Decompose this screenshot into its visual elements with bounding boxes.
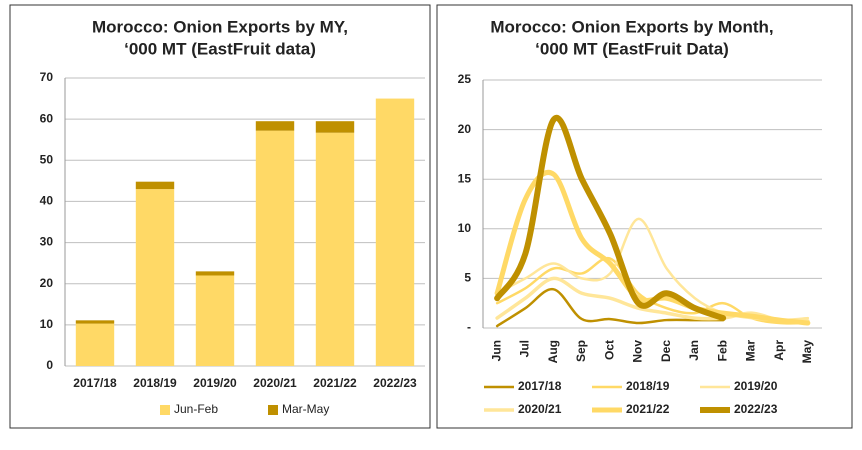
x-tick-label: Jun [489, 340, 503, 361]
bar-segment [75, 323, 115, 366]
bar-segment [75, 320, 115, 324]
x-tick-label: Aug [546, 340, 560, 363]
legend-label: 2019/20 [734, 379, 778, 393]
legend-label: 2017/18 [518, 379, 562, 393]
x-tick-label: 2021/22 [313, 376, 357, 390]
chart-title: ‘000 MT (EastFruit Data) [535, 39, 729, 58]
y-tick-label: 30 [40, 235, 54, 249]
y-tick-label: 15 [458, 171, 472, 185]
chart-title: Morocco: Onion Exports by Month, [490, 17, 773, 36]
legend-label: 2022/23 [734, 402, 778, 416]
legend-label: Mar-May [282, 402, 329, 416]
y-tick-label: 40 [40, 194, 54, 208]
x-tick-label: 2020/21 [253, 376, 297, 390]
bar-segment [375, 98, 415, 367]
y-tick-label: 20 [40, 276, 54, 290]
bar-segment [135, 189, 175, 366]
y-tick-label: 10 [458, 221, 472, 235]
y-tick-label: 20 [458, 122, 472, 136]
x-tick-label: Jan [687, 340, 701, 361]
x-tick-label: Jul [518, 340, 532, 357]
legend-swatch [160, 405, 170, 415]
x-tick-label: May [800, 340, 814, 364]
x-tick-label: Sep [574, 340, 588, 362]
series-line [495, 276, 810, 323]
y-tick-label: 10 [40, 317, 54, 331]
series-line [494, 114, 727, 322]
x-tick-label: Oct [602, 340, 616, 360]
bar-segment [255, 121, 295, 131]
legend-label: 2018/19 [626, 379, 670, 393]
x-tick-label: 2022/23 [373, 376, 417, 390]
x-tick-label: Feb [715, 340, 729, 361]
y-tick-label: 0 [46, 358, 53, 372]
x-tick-label: Nov [631, 340, 645, 363]
chart-title: Morocco: Onion Exports by MY, [92, 17, 348, 36]
bar-segment [315, 132, 355, 366]
legend-label: 2021/22 [626, 402, 670, 416]
x-tick-label: 2019/20 [193, 376, 237, 390]
bar-segment [315, 121, 355, 133]
y-tick-label: 70 [40, 70, 54, 84]
series-line [494, 170, 811, 326]
chart-title: ‘000 MT (EastFruit data) [124, 39, 316, 58]
y-tick-label: 25 [458, 72, 472, 86]
panel [436, 4, 853, 429]
legend-label: Jun-Feb [174, 402, 218, 416]
y-tick-label: 50 [40, 152, 54, 166]
series-line [495, 288, 725, 328]
x-tick-label: Mar [744, 340, 758, 362]
x-tick-label: Apr [772, 340, 786, 361]
bar-segment [195, 271, 235, 276]
x-tick-label: 2017/18 [73, 376, 117, 390]
y-tick-label: - [467, 320, 471, 334]
bar-segment [135, 181, 175, 190]
x-tick-label: Dec [659, 340, 673, 362]
y-tick-label: 60 [40, 111, 54, 125]
bar-segment [255, 130, 295, 366]
legend-label: 2020/21 [518, 402, 562, 416]
x-tick-label: 2018/19 [133, 376, 177, 390]
y-tick-label: 5 [464, 271, 471, 285]
bar-segment [195, 275, 235, 366]
legend-swatch [268, 405, 278, 415]
